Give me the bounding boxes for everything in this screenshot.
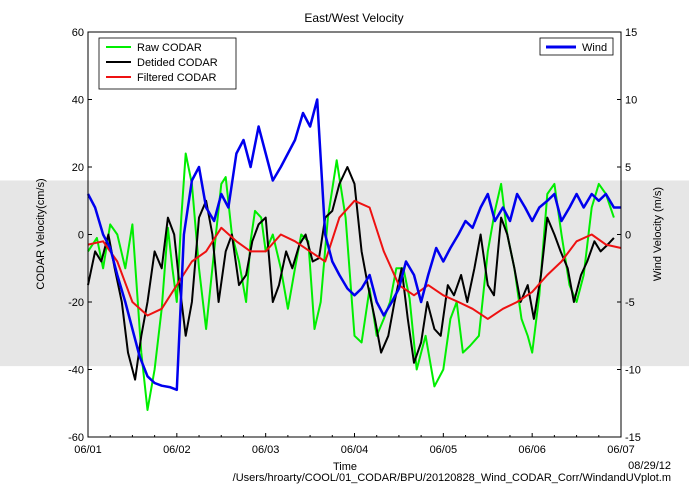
legend-left: Raw CODAR Detided CODAR Filtered CODAR (98, 37, 237, 90)
y-axis-label-left: CODAR Velocity(cm/s) (35, 178, 47, 289)
left-tick-label: 20 (72, 162, 84, 174)
left-tick-label: -60 (68, 432, 84, 444)
right-tick-label: -15 (625, 432, 641, 444)
left-tick-label: 0 (78, 230, 84, 242)
x-tick-label: 06/05 (430, 444, 458, 456)
x-tick-label: 06/04 (341, 444, 369, 456)
legend-label-filtered: Filtered CODAR (137, 72, 217, 84)
legend-right-box (539, 37, 614, 56)
legend-label-detided: Detided CODAR (137, 57, 218, 69)
series-filtered-codar (87, 199, 622, 320)
left-tick-label: 60 (72, 27, 84, 39)
right-tick-label: 10 (625, 95, 637, 107)
series-wind (86, 98, 621, 392)
file-path: /Users/hroarty/COOL/01_CODAR/BPU/2012082… (233, 472, 671, 484)
y-axis-label-right: Wind Velocity (m/s) (652, 187, 664, 281)
left-tick-label: -20 (68, 297, 84, 309)
x-tick-label: 06/01 (74, 444, 102, 456)
left-tick-label: -40 (68, 365, 84, 377)
series-detided-codar (87, 166, 615, 381)
legend-right: Wind (539, 37, 614, 56)
right-tick-label: -5 (625, 297, 635, 309)
date-stamp: 08/29/12 (628, 460, 671, 472)
x-tick-label: 06/07 (607, 444, 635, 456)
left-tick-label: 40 (72, 95, 84, 107)
x-tick-label: 06/06 (518, 444, 546, 456)
x-axis-label: Time (333, 461, 357, 473)
series-raw-codar (87, 152, 615, 411)
chart-title: East/West Velocity (304, 11, 403, 25)
right-tick-label: -10 (625, 365, 641, 377)
x-tick-label: 06/02 (163, 444, 191, 456)
right-tick-label: 0 (625, 230, 631, 242)
legend-label-wind: Wind (582, 42, 607, 54)
right-tick-label: 15 (625, 27, 637, 39)
x-tick-label: 06/03 (252, 444, 280, 456)
right-tick-label: 5 (625, 162, 631, 174)
legend-label-raw: Raw CODAR (137, 42, 202, 54)
